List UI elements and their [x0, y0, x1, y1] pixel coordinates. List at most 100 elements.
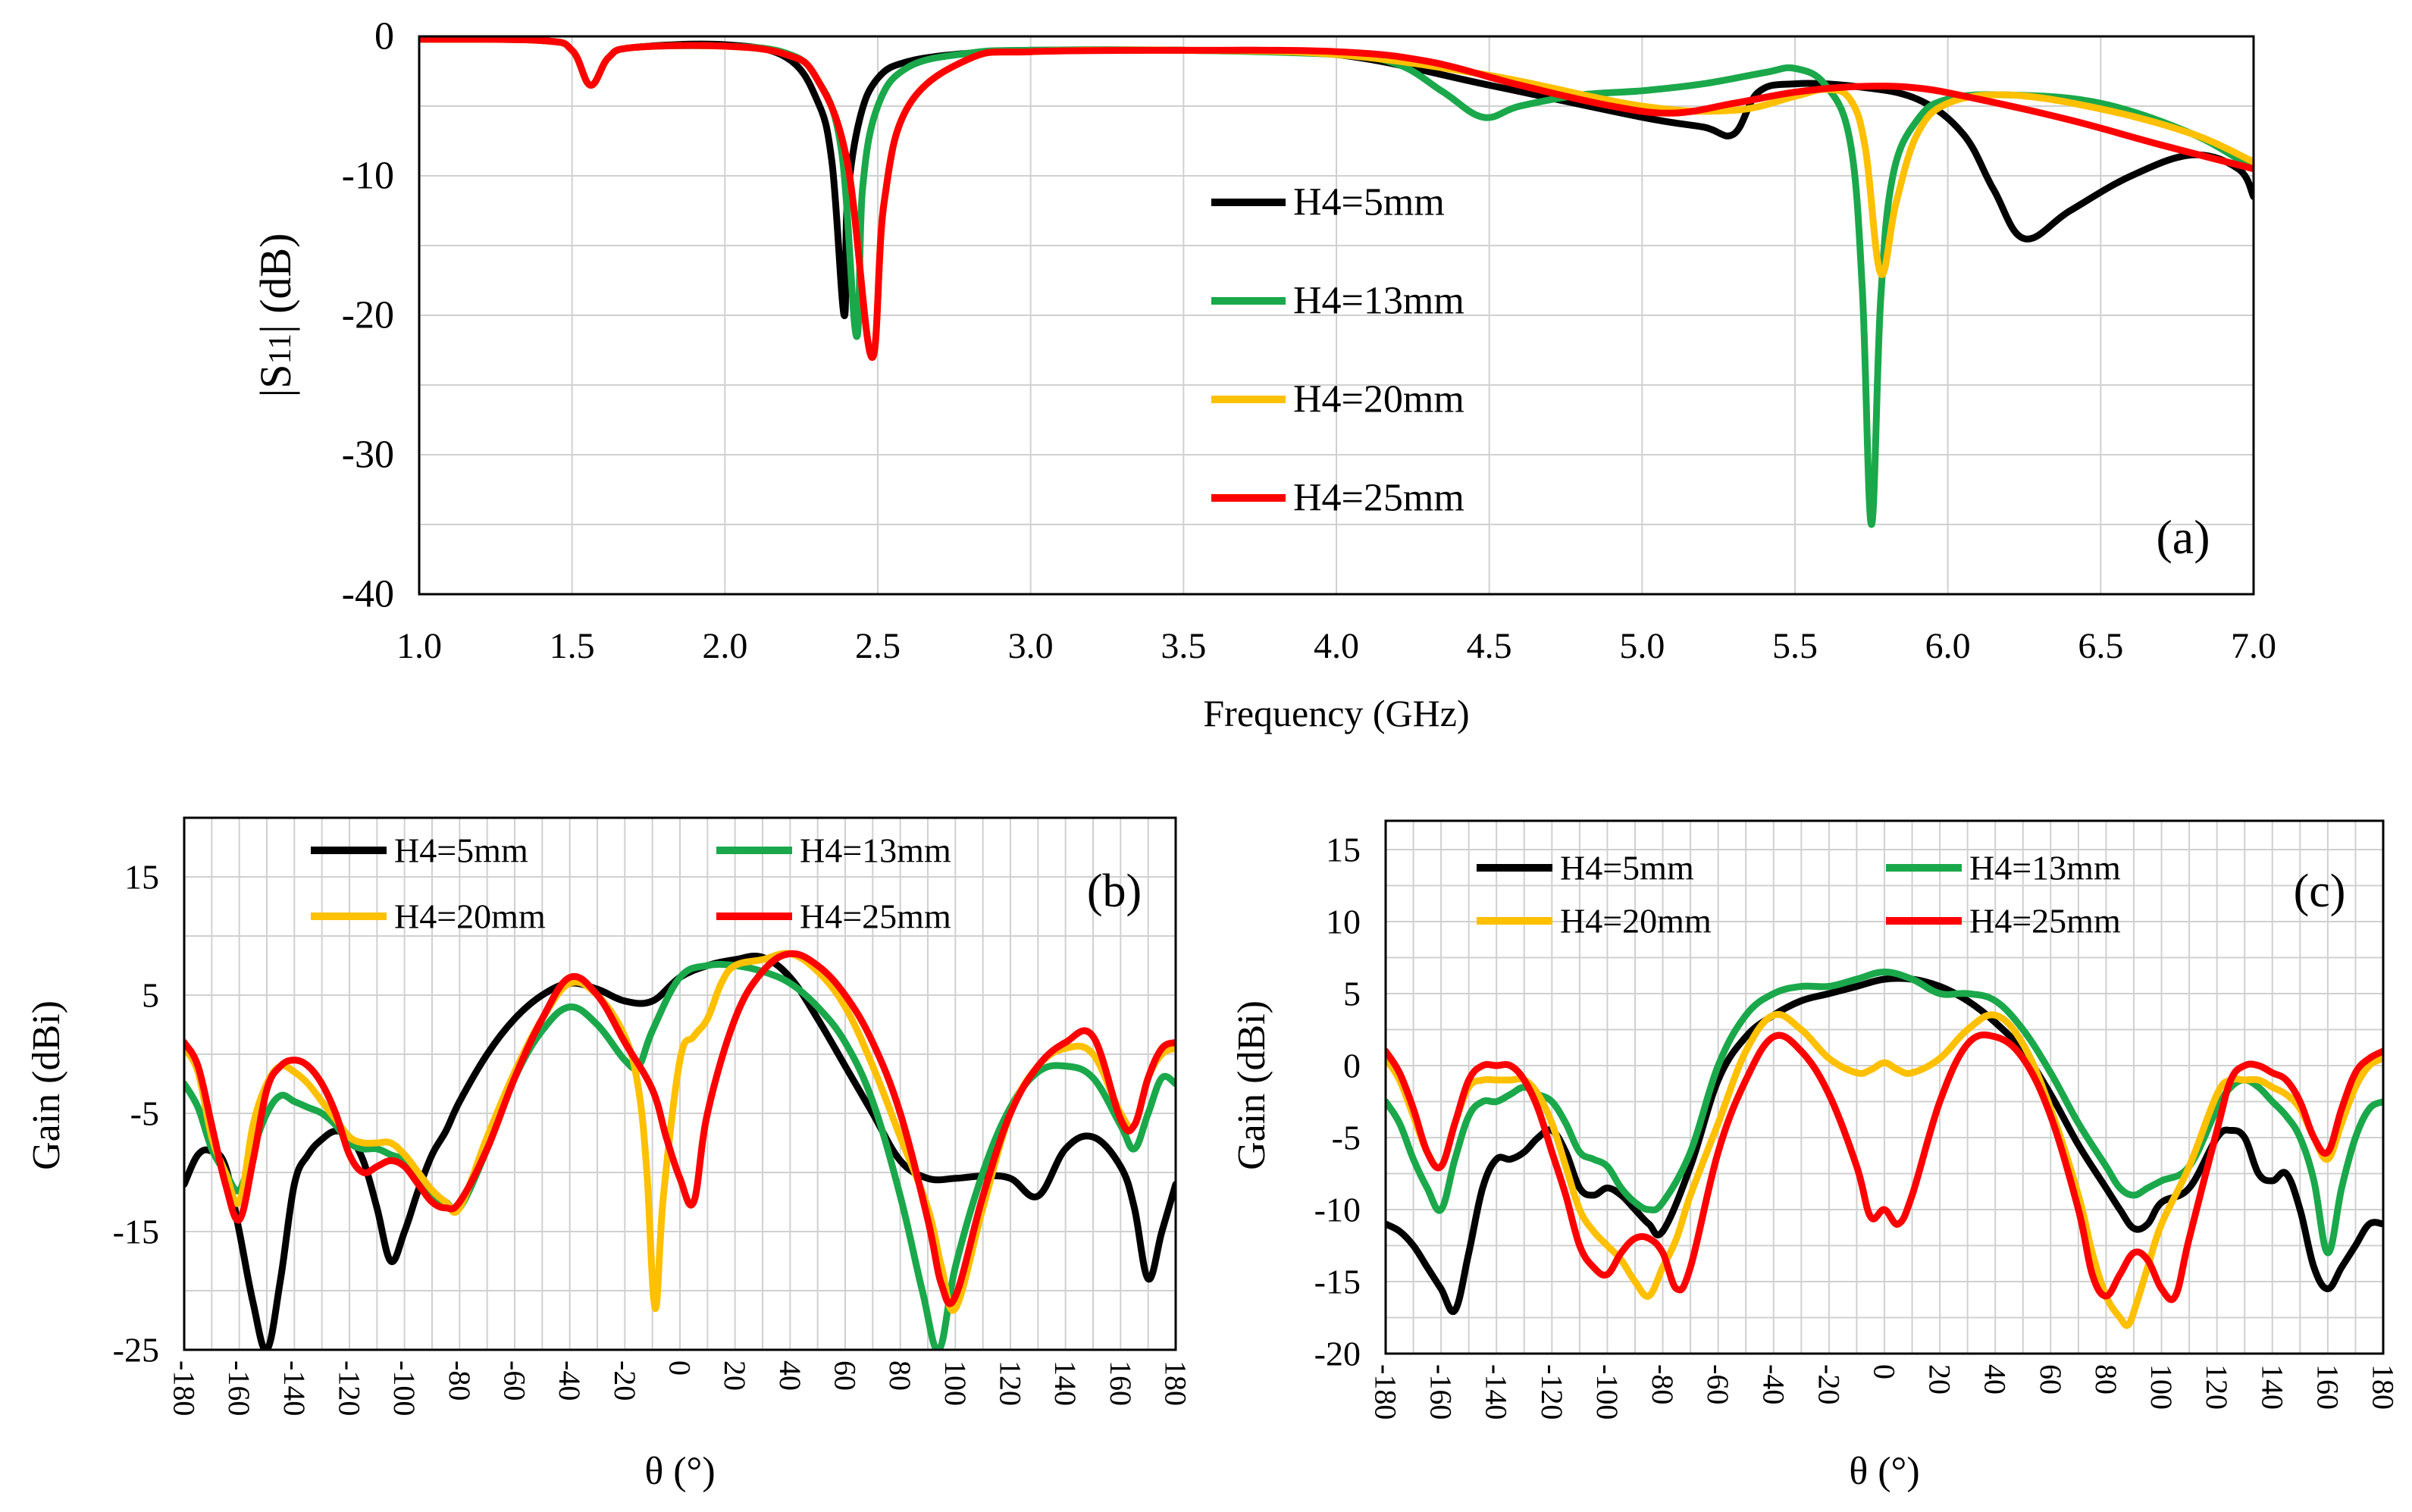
series-line-h4-25mm	[1386, 1031, 2383, 1304]
x-tick-label: 60	[829, 1360, 863, 1391]
x-tick-label: 180	[2367, 1364, 2401, 1410]
x-tick-label: 180	[1159, 1360, 1193, 1406]
legend-label: H4=13mm	[800, 831, 951, 870]
x-tick-label: 4.5	[1467, 626, 1512, 666]
x-tick-label: 140	[2255, 1364, 2289, 1410]
y-tick-label: 0	[374, 15, 394, 58]
x-tick-label: 120	[2200, 1364, 2234, 1410]
x-tick-label: 6.0	[1925, 626, 1971, 666]
x-tick-label: 6.5	[2078, 626, 2123, 666]
panel-c-legend: H4=5mm H4=13mm H4=20mm H4=25mm	[1477, 849, 2121, 941]
y-tick-label: -10	[1314, 1191, 1361, 1229]
y-tick-label: -15	[113, 1213, 159, 1251]
y-tick-label: 10	[1326, 903, 1361, 941]
x-tick-label: 160	[2310, 1364, 2345, 1410]
x-tick-label: -120	[1535, 1364, 1569, 1420]
x-tick-label: 5.0	[1619, 626, 1665, 666]
x-tick-label: -100	[387, 1360, 421, 1416]
panel-a-frame	[418, 35, 2255, 596]
y-tick-label: -5	[1332, 1119, 1361, 1157]
panel-a-label: (a)	[2156, 510, 2210, 564]
legend-label: H4=20mm	[394, 897, 546, 936]
x-tick-label: 0	[663, 1360, 697, 1376]
legend-label: H4=25mm	[800, 897, 951, 936]
panel-a-x-axis-label: Frequency (GHz)	[1203, 692, 1469, 734]
panel-b-x-ticks: -180 -160 -140 -120 -100 -80 -60 -40 -20 0 20 40 60 8…	[168, 1360, 1193, 1416]
panel-c-grid	[1385, 821, 2384, 1354]
panel-a-x-ticks: 1.0 1.5 2.0 2.5 3.0 3.5 4.0 4.5 5.0 5.5 6.0 6.5 7.0	[396, 626, 2276, 666]
panel-c-label: (c)	[2294, 866, 2346, 917]
panel-b-y-ticks: 15 5 -5 -15 -25	[113, 858, 159, 1370]
panel-c-frame	[1384, 819, 2385, 1355]
x-tick-label: 0	[1868, 1364, 1902, 1379]
x-tick-label: 1.5	[550, 626, 595, 666]
x-tick-label: 4.0	[1314, 626, 1359, 666]
x-tick-label: -140	[1480, 1364, 1514, 1420]
x-tick-label: -60	[498, 1360, 532, 1401]
panel-b-x-axis-label: θ (°)	[644, 1450, 715, 1493]
panel-b-legend: H4=5mm H4=13mm H4=20mm H4=25mm	[311, 831, 951, 936]
legend-label: H4=20mm	[1293, 378, 1464, 421]
x-tick-label: 1.0	[396, 626, 442, 666]
x-tick-label: 7.0	[2231, 626, 2276, 666]
x-tick-label: -120	[333, 1360, 367, 1416]
x-tick-label: -180	[1369, 1364, 1403, 1420]
x-tick-label: 3.5	[1161, 626, 1206, 666]
panel-a-y-axis-label-main: |S	[251, 365, 300, 398]
chart-panel-a: 1.0 1.5 2.0 2.5 3.0 3.5 4.0 4.5 5.0 5.5 6.0 6.5 7.0 …	[251, 15, 2276, 735]
x-tick-label: 100	[938, 1360, 973, 1406]
y-tick-label: 15	[124, 858, 159, 897]
x-tick-label: 80	[883, 1360, 917, 1391]
panel-b-frame	[183, 816, 1177, 1351]
x-tick-label: 60	[2034, 1364, 2068, 1395]
panel-a-y-axis-label: |S11| (dB)	[251, 233, 300, 398]
x-tick-label: 100	[2144, 1364, 2179, 1410]
y-tick-label: 0	[1343, 1047, 1361, 1085]
x-tick-label: 5.5	[1772, 626, 1818, 666]
y-tick-label: -15	[1314, 1263, 1361, 1301]
y-tick-label: -30	[342, 434, 394, 477]
x-tick-label: 40	[773, 1360, 807, 1391]
panel-b-label: (b)	[1087, 866, 1142, 917]
panel-b-y-axis-label: Gain (dBi)	[25, 1000, 68, 1170]
y-tick-label: -20	[342, 294, 394, 337]
chart-panel-c: -180 -160 -140 -120 -100 -80 -60 -40 -20 0 20 40 60 8…	[1230, 819, 2401, 1493]
y-tick-label: -40	[342, 573, 394, 616]
x-tick-label: 120	[994, 1360, 1028, 1406]
legend-label: H4=20mm	[1560, 902, 1712, 941]
series-line-h4-13mm	[184, 960, 1176, 1350]
x-tick-label: -80	[443, 1360, 477, 1401]
x-tick-label: 2.0	[702, 626, 747, 666]
x-tick-label: -100	[1590, 1364, 1624, 1420]
panel-c-series	[1386, 969, 2383, 1329]
x-tick-label: -180	[168, 1360, 202, 1416]
y-tick-label: -20	[1314, 1335, 1361, 1373]
panel-b-series	[184, 950, 1176, 1350]
y-tick-label: 15	[1326, 831, 1361, 869]
x-tick-label: 80	[2089, 1364, 2123, 1395]
x-tick-label: -80	[1646, 1364, 1680, 1404]
legend-label: H4=25mm	[1969, 902, 2121, 941]
y-tick-label: -25	[113, 1331, 159, 1370]
chart-panel-b: -180 -160 -140 -120 -100 -80 -60 -40 -20 0 20 40 60 8…	[25, 816, 1193, 1493]
x-tick-label: 3.0	[1008, 626, 1054, 666]
series-line-h4-25mm	[419, 36, 2254, 361]
x-tick-label: 2.5	[855, 626, 901, 666]
panel-a-legend: H4=5mm H4=13mm H4=20mm H4=25mm	[1211, 181, 1464, 520]
x-tick-label: -20	[1812, 1364, 1846, 1404]
x-tick-label: 20	[1923, 1364, 1957, 1395]
series-line-h4-13mm	[1386, 969, 2383, 1257]
x-tick-label: -140	[277, 1360, 312, 1416]
series-line-h4-5mm	[1386, 975, 2383, 1316]
x-tick-label: 40	[1978, 1364, 2013, 1395]
panel-a-y-ticks: 0 -10 -20 -30 -40	[342, 15, 394, 616]
panel-a-series	[419, 36, 2254, 528]
x-tick-label: -160	[1424, 1364, 1458, 1420]
panel-c-y-ticks: 15 10 5 0 -5 -10 -15 -20	[1314, 831, 1361, 1373]
legend-label: H4=13mm	[1969, 849, 2121, 887]
x-tick-label: 20	[718, 1360, 752, 1391]
x-tick-label: 140	[1048, 1360, 1082, 1406]
legend-label: H4=5mm	[1560, 849, 1694, 887]
legend-label: H4=13mm	[1293, 280, 1464, 323]
